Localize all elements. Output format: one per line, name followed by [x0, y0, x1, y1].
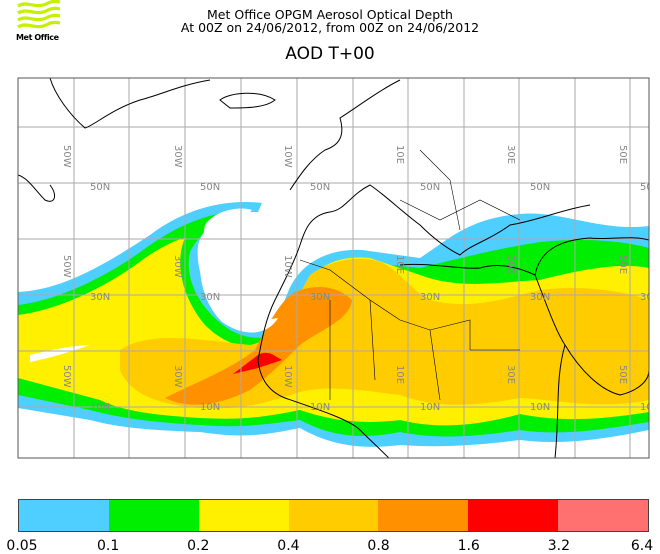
- colorbar-label: 3.2: [547, 538, 570, 554]
- lon-label: 30W: [172, 145, 183, 168]
- plot-title: AOD T+00: [285, 44, 375, 64]
- lat-label: 50N: [420, 182, 440, 193]
- aod-field-1.6-3.2: [233, 352, 282, 374]
- lat-label: 10N: [200, 402, 220, 413]
- lon-label: 10W: [282, 145, 293, 168]
- colorbar-label: 0.8: [367, 538, 390, 554]
- chart-title: Met Office OPGM Aerosol Optical Depth: [207, 7, 453, 22]
- lon-label: 50W: [61, 145, 72, 168]
- aod-field-0.8-1.6: [165, 286, 352, 405]
- lon-label: 50W: [61, 255, 72, 278]
- colorbar-swatch: [468, 500, 559, 531]
- lon-label: 30E: [505, 365, 516, 384]
- lat-label: 50N: [310, 182, 330, 193]
- graticule: [18, 78, 649, 458]
- lon-label: 50E: [617, 365, 628, 384]
- colorbar: [18, 499, 649, 532]
- lon-label: 10E: [394, 145, 405, 164]
- lat-label: 10N: [310, 402, 330, 413]
- colorbar-label: 0.05: [6, 538, 38, 554]
- lat-label: 50N: [200, 182, 220, 193]
- lon-label: 50E: [617, 255, 628, 274]
- clear-area: [199, 208, 278, 333]
- lon-label: 10E: [394, 255, 405, 274]
- chart-subtitle: At 00Z on 24/06/2012, from 00Z on 24/06/…: [180, 20, 480, 35]
- colorbar-swatch: [558, 500, 649, 531]
- lat-label: 50N: [640, 182, 660, 193]
- colorbar-label: 0.2: [187, 538, 210, 554]
- lat-label: 10N: [420, 402, 440, 413]
- colorbar-label: 6.4: [630, 538, 654, 554]
- colorbar-swatch: [108, 500, 199, 531]
- lat-label: 50N: [530, 182, 550, 193]
- lat-label: 30N: [90, 292, 110, 303]
- lat-label: 30N: [200, 292, 220, 303]
- colorbar-label: 0.4: [277, 538, 300, 554]
- lat-label: 30N: [530, 292, 550, 303]
- colorbar-label: 1.6: [457, 538, 480, 554]
- lat-label: 30N: [310, 292, 330, 303]
- lon-label: 50W: [61, 365, 72, 388]
- colorbar-swatch: [288, 500, 379, 531]
- aerosol-map: 50N 50N 50N 50N 50N 50N 30N 30N 30N 30N 30N 30N 10N 1…: [17, 77, 660, 459]
- lat-label: 10N: [90, 402, 110, 413]
- country-borders: [299, 149, 521, 401]
- lon-label: 30E: [505, 255, 516, 274]
- colorbar-swatch: [378, 500, 469, 531]
- colorbar-swatch: [198, 500, 289, 531]
- clear-streak: [30, 345, 90, 362]
- lat-label: 10N: [640, 402, 660, 413]
- lat-label: 30N: [420, 292, 440, 303]
- lon-label: 10W: [282, 365, 293, 388]
- colorbar-label: 0.1: [97, 538, 120, 554]
- map-frame: [17, 77, 650, 459]
- lat-label: 50N: [90, 182, 110, 193]
- lat-label: 30N: [640, 292, 660, 303]
- logo-text: Met Office: [16, 33, 59, 42]
- lon-label: 30W: [172, 365, 183, 388]
- lat-label: 10N: [530, 402, 550, 413]
- lon-label: 10E: [394, 365, 405, 384]
- lon-label: 10W: [282, 255, 293, 278]
- lon-label: 50E: [617, 145, 628, 164]
- coastlines: [18, 78, 649, 458]
- lon-label: 30W: [172, 255, 183, 278]
- colorbar-swatch: [19, 500, 109, 531]
- lon-label: 30E: [505, 145, 516, 164]
- met-office-logo: [17, 0, 61, 29]
